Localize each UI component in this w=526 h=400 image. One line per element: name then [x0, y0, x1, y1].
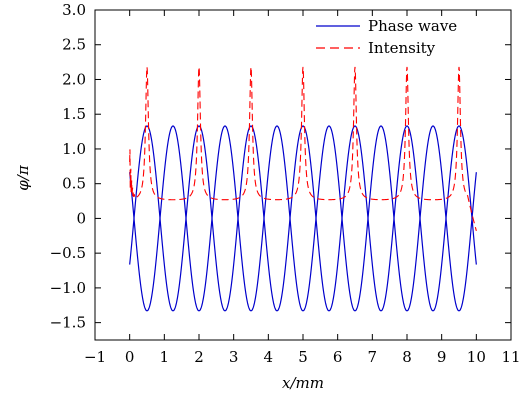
x-tick-label: 10 — [467, 348, 486, 366]
x-tick-label: 7 — [368, 348, 378, 366]
legend-label-phase-wave: Phase wave — [368, 17, 457, 35]
ticks-layer: −1 0 1 2 3 4 5 6 7 8 9 10 11 −1.5 −1.0 −0.5 0 0.5 1.0 1.5 2.… — [50, 1, 521, 366]
series-layer — [129, 66, 477, 312]
y-tick-label: 1.5 — [62, 105, 86, 123]
x-tick-label: 2 — [194, 348, 204, 366]
x-tick-label: 6 — [333, 348, 343, 366]
x-tick-label: 11 — [501, 348, 520, 366]
x-tick-label: 4 — [264, 348, 274, 366]
y-tick-label: 0.5 — [62, 175, 86, 193]
plot-frame — [94, 9, 512, 341]
x-tick-label: 0 — [125, 348, 135, 366]
x-axis-title: x/mm — [282, 374, 324, 392]
legend: Phase wave Intensity — [316, 17, 457, 57]
y-tick-label: −1.0 — [50, 279, 86, 297]
y-tick-label: 2.5 — [62, 36, 86, 54]
legend-label-intensity: Intensity — [368, 39, 436, 57]
y-tick-label: 2.0 — [62, 70, 86, 88]
x-tick-label: 3 — [229, 348, 239, 366]
y-tick-label: 0 — [76, 209, 86, 227]
y-tick-label: 1.0 — [62, 140, 86, 158]
y-tick-label: 3.0 — [62, 1, 86, 19]
phase-wave-line-lower — [129, 125, 477, 312]
x-tick-label: 5 — [298, 348, 308, 366]
y-tick-label: −1.5 — [50, 314, 86, 332]
phase-wave-line-upper — [129, 125, 477, 312]
x-tick-label: 9 — [437, 348, 447, 366]
x-tick-label: 8 — [402, 348, 412, 366]
intensity-line — [129, 66, 477, 231]
y-axis-title: φ/π — [14, 164, 32, 191]
x-tick-label: −1 — [84, 348, 106, 366]
x-tick-label: 1 — [160, 348, 170, 366]
y-tick-label: −0.5 — [50, 244, 86, 262]
